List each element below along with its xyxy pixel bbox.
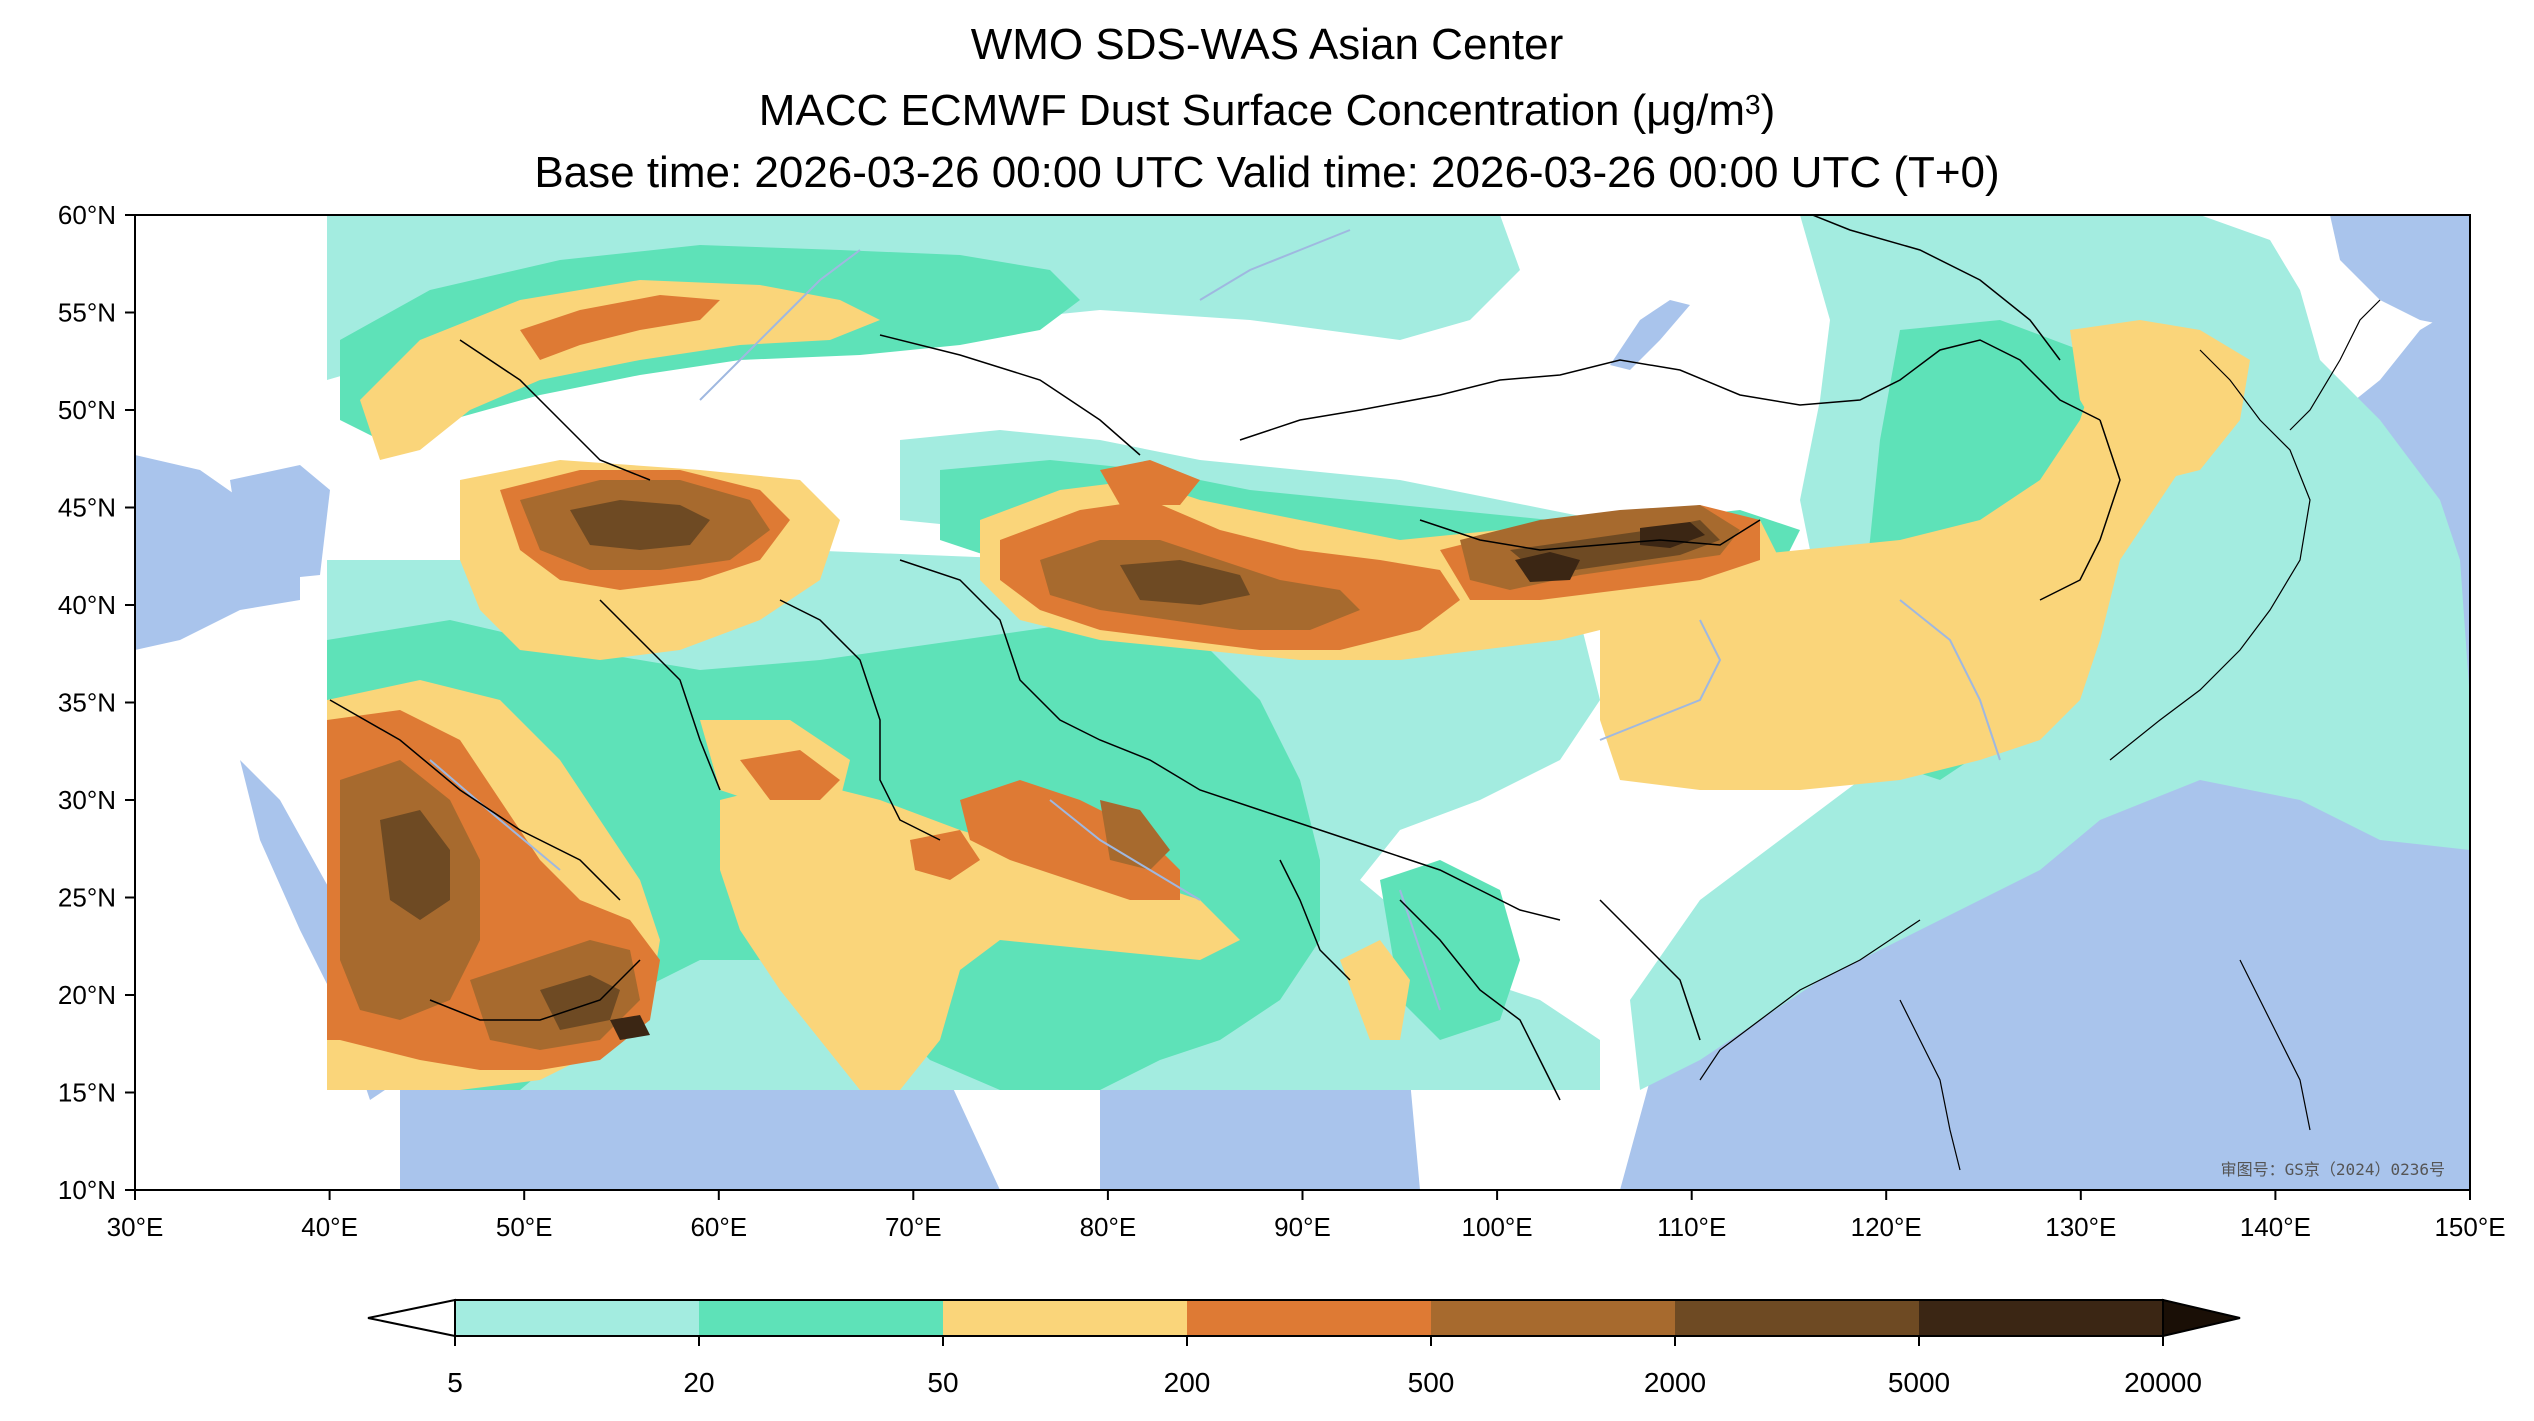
lon-tick-label: 40°E (301, 1212, 358, 1242)
colorbar-segment (699, 1300, 943, 1336)
lon-tick-label: 120°E (1851, 1212, 1922, 1242)
colorbar-segment (1675, 1300, 1919, 1336)
lon-tick-label: 150°E (2434, 1212, 2505, 1242)
okhotsk-sea (2330, 215, 2470, 330)
lat-tick-label: 20°N (58, 980, 116, 1010)
chart-subtitle: MACC ECMWF Dust Surface Concentration (μ… (758, 86, 1776, 135)
black-caspian-sea (230, 465, 330, 580)
colorbar-tick-label: 20000 (2124, 1367, 2202, 1398)
colorbar-under-arrow (367, 1298, 456, 1338)
map-approval-number: 审图号：GS京（2024）0236号 (2221, 1160, 2445, 1179)
lon-tick-label: 110°E (1657, 1212, 1726, 1242)
lat-tick-label: 60°N (58, 200, 116, 230)
lon-tick-label: 30°E (107, 1212, 164, 1242)
colorbar-tick-label: 20 (683, 1367, 714, 1398)
colorbar-tick-label: 2000 (1644, 1367, 1706, 1398)
colorbar-segment (455, 1300, 699, 1336)
lat-tick-label: 30°N (58, 785, 116, 815)
lat-tick-label: 25°N (58, 883, 116, 913)
coastlines (1699, 299, 2381, 1171)
country-borders (329, 215, 2121, 1101)
lat-tick-label: 45°N (58, 493, 116, 523)
lon-tick-label: 60°E (690, 1212, 747, 1242)
colorbar-tick-label: 5 (447, 1367, 463, 1398)
colorbar-tick-label: 500 (1408, 1367, 1455, 1398)
lon-tick-label: 140°E (2240, 1212, 2311, 1242)
colorbar-segment (1187, 1300, 1431, 1336)
axis-tick-marks (125, 214, 2471, 1200)
chart-timestamp: Base time: 2026-03-26 00:00 UTC Valid ti… (534, 148, 2000, 197)
lon-tick-label: 100°E (1462, 1212, 1533, 1242)
dust-layer-2000-5000 (380, 500, 1720, 1030)
lon-tick-label: 130°E (2045, 1212, 2116, 1242)
colorbar-tick-label: 50 (927, 1367, 958, 1398)
mediterranean-sea (135, 455, 300, 650)
lat-tick-label: 50°N (58, 395, 116, 425)
colorbar-segment (1919, 1300, 2163, 1336)
rivers (429, 229, 2001, 1011)
colorbar-tick-label: 5000 (1888, 1367, 1950, 1398)
chart-title: WMO SDS-WAS Asian Center (970, 20, 1564, 69)
lon-tick-label: 80°E (1080, 1212, 1137, 1242)
lat-tick-label: 15°N (58, 1078, 116, 1108)
lat-tick-label: 35°N (58, 688, 116, 718)
colorbar-segment (943, 1300, 1187, 1336)
colorbar-over-arrow (2162, 1298, 2241, 1338)
colorbar-segment (1431, 1300, 1675, 1336)
lon-tick-label: 50°E (496, 1212, 553, 1242)
lat-tick-label: 10°N (58, 1175, 116, 1205)
map-area (135, 215, 2470, 1190)
colorbar-tick-label: 200 (1164, 1367, 1211, 1398)
lat-tick-label: 55°N (58, 298, 116, 328)
lake-baikal (1610, 300, 1690, 370)
lon-tick-labels: 30°E 40°E 50°E 60°E 70°E 80°E 90°E 100°E… (107, 1212, 2506, 1242)
lat-tick-label: 40°N (58, 590, 116, 620)
lat-tick-labels: 60°N 55°N 50°N 45°N 40°N 35°N 30°N 25°N … (58, 200, 116, 1205)
colorbar-frame (454, 1299, 2164, 1337)
dust-layer-5000-20000 (610, 522, 1705, 1040)
colorbar: 5 20 50 200 500 2000 5000 20000 (367, 1298, 2241, 1398)
lon-tick-label: 70°E (885, 1212, 942, 1242)
lon-tick-label: 90°E (1274, 1212, 1331, 1242)
